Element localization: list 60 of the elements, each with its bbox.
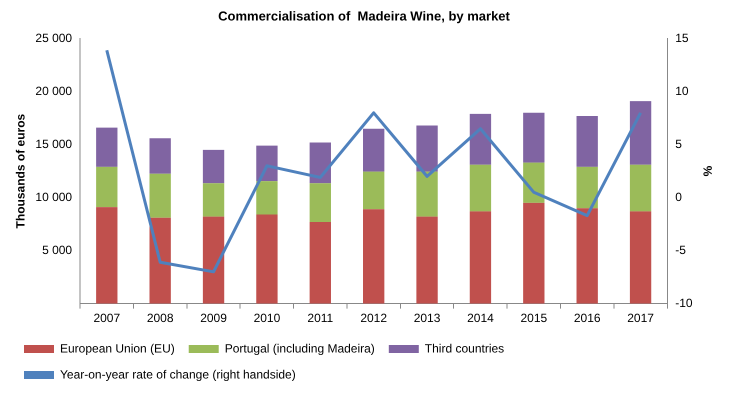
bar [630, 101, 652, 165]
bar [416, 126, 438, 172]
legend-label: Portugal (including Madeira) [224, 341, 375, 356]
bar [363, 209, 384, 304]
legend-label: Year-on-year rate of change (right handside) [60, 367, 296, 382]
bar [202, 183, 224, 217]
bar [96, 166, 118, 208]
bar [523, 162, 544, 203]
bar [96, 128, 118, 167]
bar [256, 214, 278, 304]
x-tick-label: 2011 [307, 311, 334, 326]
chart-title: Commercialisation of Madeira Wine, by market [218, 8, 511, 24]
y-tick-label: 20 000 [35, 84, 72, 98]
x-tick-label: 2017 [627, 311, 654, 326]
bar [363, 128, 384, 172]
bar [523, 112, 544, 163]
y-tick-label: 10 000 [35, 190, 72, 204]
bar [202, 216, 224, 304]
bar [416, 172, 438, 217]
bar [310, 222, 331, 304]
bar [576, 116, 598, 167]
x-tick-label: 2016 [574, 311, 601, 326]
bar [202, 150, 224, 184]
x-tick-label: 2009 [200, 311, 228, 326]
bar [256, 181, 278, 215]
bar [416, 216, 438, 304]
y2-tick-label: -5 [675, 242, 686, 257]
x-tick-label: 2010 [254, 311, 281, 326]
x-tick-label: 2015 [520, 311, 548, 326]
bar [363, 172, 384, 210]
legend-label: Third countries [424, 341, 504, 356]
bar [470, 164, 492, 212]
bar [630, 211, 652, 304]
y-tick-label: 5 000 [42, 242, 72, 257]
x-tick-label: 2012 [360, 311, 388, 326]
y2-axis-title: % [700, 166, 714, 177]
bar [149, 174, 171, 218]
bar [523, 202, 544, 304]
bar [149, 218, 171, 304]
y2-tick-label: -10 [675, 296, 693, 310]
bar [310, 142, 331, 184]
x-tick-label: 2008 [146, 311, 174, 326]
bar [470, 211, 492, 304]
x-tick-label: 2014 [467, 311, 494, 326]
x-tick-label: 2007 [93, 311, 120, 326]
y-tick-label: 25 000 [35, 30, 72, 45]
y-axis-title: Thousands of euros [14, 113, 28, 228]
bar [96, 207, 118, 304]
bar [630, 164, 652, 212]
bar [576, 208, 598, 304]
bar [310, 183, 331, 222]
bar [149, 138, 171, 174]
y2-tick-label: 10 [675, 84, 689, 98]
y-tick-label: 15 000 [35, 136, 72, 151]
x-tick-label: 2013 [414, 311, 441, 326]
y2-tick-label: 0 [675, 190, 682, 204]
legend-label: European Union (EU) [60, 341, 175, 356]
y2-tick-label: 15 [675, 30, 689, 45]
bar [576, 166, 598, 208]
y2-tick-label: 5 [675, 136, 682, 151]
